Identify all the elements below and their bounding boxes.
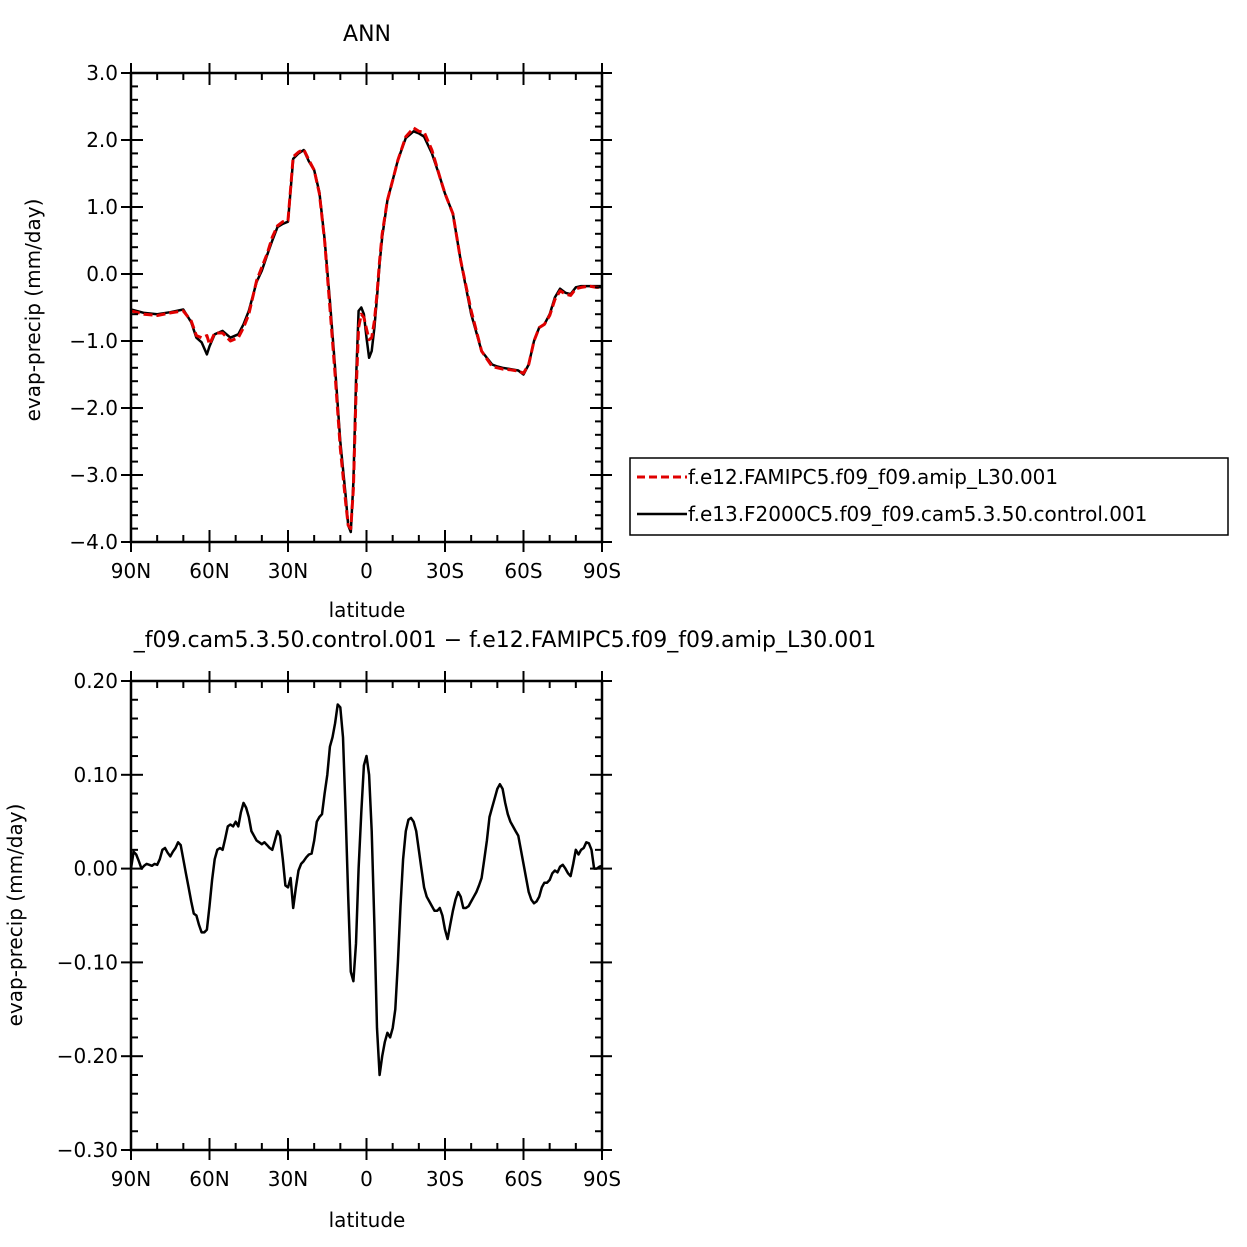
bottom-y-tick-label: 0.00 <box>73 857 118 881</box>
bottom-x-tick-label: 90N <box>111 1167 151 1191</box>
top-chart-y-label: evap-precip (mm/day) <box>21 199 45 422</box>
top-x-tick-label: 60N <box>189 559 229 583</box>
bottom-plot-frame <box>129 679 604 1152</box>
bottom-x-tick-label: 30N <box>268 1167 308 1191</box>
top-y-tick-label: 1.0 <box>86 195 118 219</box>
bottom-x-tick-label: 90S <box>583 1167 621 1191</box>
legend-box <box>629 457 1229 536</box>
bottom-x-tick-label: 60S <box>504 1167 542 1191</box>
top-y-tick-label: 3.0 <box>86 61 118 85</box>
top-chart-title: ANN <box>343 22 391 47</box>
bottom-chart-y-label: evap-precip (mm/day) <box>3 804 27 1027</box>
legend-label-amip: f.e12.FAMIPC5.f09_f09.amip_L30.001 <box>688 465 1058 489</box>
bottom-y-tick-label: −0.20 <box>57 1044 118 1068</box>
bottom-chart-x-label: latitude <box>329 1208 406 1232</box>
top-x-tick-label: 60S <box>504 559 542 583</box>
top-x-tick-label: 30S <box>426 559 464 583</box>
top-y-tick-label: 2.0 <box>86 128 118 152</box>
top-x-tick-label: 0 <box>360 559 373 583</box>
top-y-tick-label: −2.0 <box>69 396 118 420</box>
top-y-tick-label: −4.0 <box>69 530 118 554</box>
top-y-tick-label: −3.0 <box>69 463 118 487</box>
legend-label-control: f.e13.F2000C5.f09_f09.cam5.3.50.control.… <box>688 502 1147 526</box>
top-plot-frame <box>129 71 604 544</box>
bottom-chart: _f09.cam5.3.50.control.001 − f.e12.FAMIP… <box>3 628 876 1232</box>
top-x-tick-label: 90N <box>111 559 151 583</box>
bottom-x-tick-label: 60N <box>189 1167 229 1191</box>
top-chart: ANN 90N 60N 30N 0 30S 60S 90S 3.0 2.0 1.0 0.0 −1.0 −… <box>21 22 1229 622</box>
top-series-line-0 <box>130 126 602 531</box>
bottom-series-line-0 <box>129 703 603 1077</box>
top-y-tick-label: 0.0 <box>86 262 118 286</box>
legend: f.e12.FAMIPC5.f09_f09.amip_L30.001 f.e13… <box>629 457 1229 536</box>
bottom-y-tick-label: −0.30 <box>57 1138 118 1162</box>
top-x-tick-label: 90S <box>583 559 621 583</box>
top-y-tick-label: −1.0 <box>69 329 118 353</box>
bottom-x-tick-label: 0 <box>360 1167 373 1191</box>
top-chart-x-label: latitude <box>329 598 406 622</box>
bottom-x-tick-label: 30S <box>426 1167 464 1191</box>
top-x-tick-label: 30N <box>268 559 308 583</box>
bottom-chart-title: _f09.cam5.3.50.control.001 − f.e12.FAMIP… <box>133 628 877 653</box>
bottom-y-tick-label: 0.10 <box>73 763 118 787</box>
bottom-y-tick-label: 0.20 <box>73 669 118 693</box>
bottom-y-tick-label: −0.10 <box>57 950 118 974</box>
